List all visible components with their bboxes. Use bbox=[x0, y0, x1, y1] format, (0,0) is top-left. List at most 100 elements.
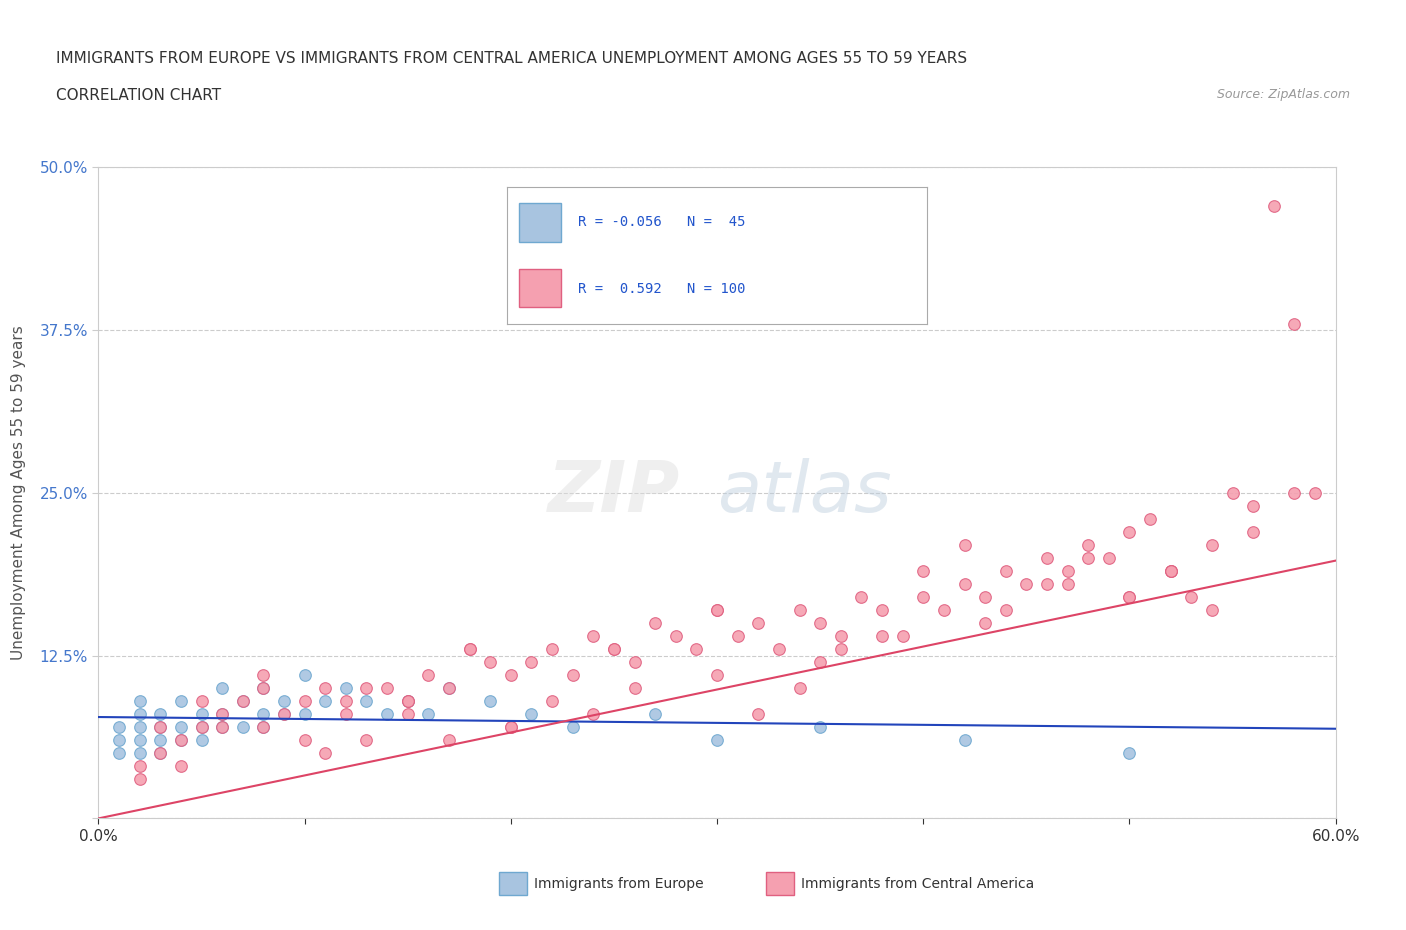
Point bbox=[211, 707, 233, 722]
Point bbox=[870, 603, 893, 618]
Point bbox=[479, 694, 502, 709]
Point bbox=[128, 733, 150, 748]
Point bbox=[623, 655, 645, 670]
Point bbox=[706, 668, 728, 683]
Point bbox=[808, 655, 831, 670]
Point bbox=[582, 707, 605, 722]
Point bbox=[685, 642, 707, 657]
Point bbox=[1201, 603, 1223, 618]
Point bbox=[870, 629, 893, 644]
Point bbox=[541, 694, 564, 709]
Point bbox=[1118, 590, 1140, 604]
Point bbox=[375, 681, 398, 696]
Point bbox=[1098, 551, 1121, 565]
Point bbox=[953, 538, 976, 552]
Point bbox=[1241, 525, 1264, 539]
Point bbox=[170, 720, 193, 735]
Point bbox=[808, 616, 831, 631]
Point bbox=[273, 694, 295, 709]
Point bbox=[1015, 577, 1038, 591]
Point bbox=[1056, 564, 1078, 578]
Point bbox=[1160, 564, 1182, 578]
Point bbox=[418, 707, 440, 722]
Point bbox=[1118, 525, 1140, 539]
Point bbox=[1263, 199, 1285, 214]
Point bbox=[375, 707, 398, 722]
Point bbox=[108, 733, 131, 748]
Point bbox=[458, 642, 481, 657]
Point bbox=[623, 681, 645, 696]
Point bbox=[479, 655, 502, 670]
Point bbox=[252, 681, 274, 696]
Point bbox=[149, 707, 172, 722]
Point bbox=[108, 746, 131, 761]
Point bbox=[891, 629, 914, 644]
Point bbox=[128, 772, 150, 787]
Text: atlas: atlas bbox=[717, 458, 891, 527]
Point bbox=[706, 603, 728, 618]
Point bbox=[561, 668, 583, 683]
Y-axis label: Unemployment Among Ages 55 to 59 years: Unemployment Among Ages 55 to 59 years bbox=[11, 326, 25, 660]
Point bbox=[314, 694, 336, 709]
Point bbox=[149, 720, 172, 735]
Point bbox=[830, 642, 852, 657]
Point bbox=[808, 720, 831, 735]
Point bbox=[458, 642, 481, 657]
Point bbox=[232, 720, 254, 735]
Point bbox=[747, 616, 769, 631]
Point bbox=[1036, 577, 1059, 591]
Point bbox=[149, 720, 172, 735]
Point bbox=[499, 720, 522, 735]
Point bbox=[603, 642, 626, 657]
Point bbox=[273, 707, 295, 722]
Point bbox=[932, 603, 955, 618]
Point bbox=[994, 603, 1017, 618]
Point bbox=[149, 746, 172, 761]
Point bbox=[1180, 590, 1202, 604]
Point bbox=[252, 720, 274, 735]
Point bbox=[170, 694, 193, 709]
Point bbox=[953, 733, 976, 748]
Text: CORRELATION CHART: CORRELATION CHART bbox=[56, 88, 221, 103]
Point bbox=[294, 694, 316, 709]
Point bbox=[190, 707, 212, 722]
Point bbox=[768, 642, 790, 657]
Point bbox=[128, 746, 150, 761]
Point bbox=[974, 616, 997, 631]
Point bbox=[396, 694, 419, 709]
Point bbox=[1201, 538, 1223, 552]
Point bbox=[149, 746, 172, 761]
Point bbox=[314, 746, 336, 761]
Point bbox=[1139, 512, 1161, 526]
Point bbox=[314, 681, 336, 696]
Point bbox=[603, 642, 626, 657]
Point bbox=[294, 668, 316, 683]
Point bbox=[128, 707, 150, 722]
Point bbox=[252, 707, 274, 722]
Text: Source: ZipAtlas.com: Source: ZipAtlas.com bbox=[1216, 88, 1350, 101]
Point bbox=[170, 733, 193, 748]
Point bbox=[1303, 485, 1326, 500]
Point bbox=[520, 707, 543, 722]
Point bbox=[128, 759, 150, 774]
Point bbox=[437, 681, 460, 696]
Point bbox=[1118, 590, 1140, 604]
Point bbox=[499, 720, 522, 735]
Point bbox=[706, 733, 728, 748]
Point bbox=[335, 681, 357, 696]
Point bbox=[974, 590, 997, 604]
Point bbox=[356, 681, 378, 696]
Point bbox=[644, 707, 666, 722]
Point bbox=[582, 629, 605, 644]
Point bbox=[727, 629, 749, 644]
Point bbox=[273, 707, 295, 722]
Point bbox=[747, 707, 769, 722]
Text: Immigrants from Central America: Immigrants from Central America bbox=[801, 876, 1035, 891]
Point bbox=[190, 720, 212, 735]
Point bbox=[830, 629, 852, 644]
Point bbox=[665, 629, 688, 644]
Point bbox=[128, 720, 150, 735]
Point bbox=[520, 655, 543, 670]
Point bbox=[1077, 551, 1099, 565]
Point bbox=[294, 707, 316, 722]
